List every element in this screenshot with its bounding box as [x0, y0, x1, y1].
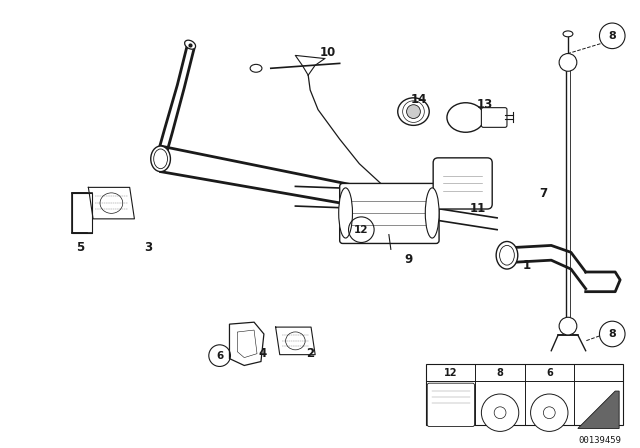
Ellipse shape — [184, 40, 196, 49]
Bar — [426, 363, 623, 425]
Text: 6: 6 — [546, 368, 553, 379]
Text: 4: 4 — [259, 347, 267, 360]
Text: 11: 11 — [469, 202, 486, 215]
Ellipse shape — [151, 146, 170, 172]
Text: 3: 3 — [144, 241, 152, 254]
Ellipse shape — [397, 98, 429, 125]
Bar — [72, 193, 92, 233]
Text: 8: 8 — [497, 368, 504, 379]
Polygon shape — [88, 187, 134, 219]
Circle shape — [406, 105, 420, 118]
Text: 8: 8 — [609, 31, 616, 41]
Text: 10: 10 — [320, 46, 336, 59]
Ellipse shape — [563, 31, 573, 37]
Circle shape — [559, 54, 577, 71]
Ellipse shape — [531, 394, 568, 431]
Text: 14: 14 — [410, 93, 427, 106]
Text: 12: 12 — [354, 225, 369, 235]
Text: 8: 8 — [609, 329, 616, 339]
Text: 9: 9 — [404, 253, 413, 266]
Polygon shape — [230, 322, 264, 366]
Ellipse shape — [447, 103, 484, 132]
Ellipse shape — [250, 65, 262, 72]
Ellipse shape — [496, 241, 518, 269]
Ellipse shape — [339, 188, 353, 238]
FancyBboxPatch shape — [481, 108, 507, 127]
FancyBboxPatch shape — [340, 183, 439, 243]
Polygon shape — [578, 391, 619, 428]
Circle shape — [559, 317, 577, 335]
Ellipse shape — [426, 188, 439, 238]
Text: 5: 5 — [76, 241, 84, 254]
Text: 12: 12 — [444, 368, 458, 379]
Text: 13: 13 — [476, 98, 492, 111]
Polygon shape — [276, 327, 315, 355]
Text: 7: 7 — [540, 187, 547, 200]
Text: 00139459: 00139459 — [578, 436, 621, 445]
Text: 2: 2 — [306, 347, 314, 360]
Ellipse shape — [481, 394, 519, 431]
FancyBboxPatch shape — [433, 158, 492, 209]
FancyBboxPatch shape — [428, 383, 474, 426]
Text: 6: 6 — [216, 351, 223, 361]
Text: 1: 1 — [523, 258, 531, 271]
